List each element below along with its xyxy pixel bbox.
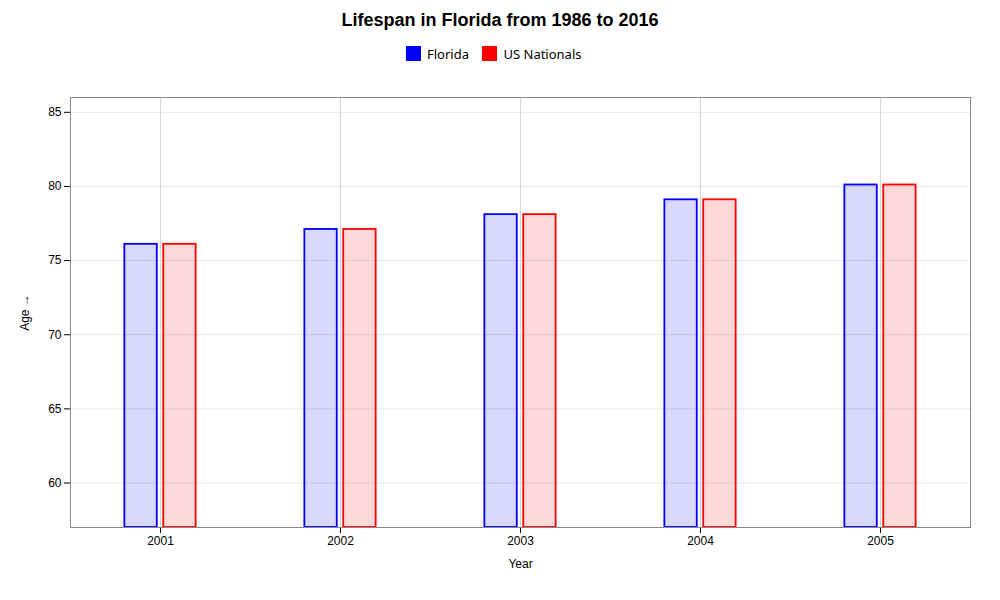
- svg-text:70: 70: [48, 327, 62, 341]
- svg-text:2005: 2005: [867, 534, 894, 548]
- svg-text:60: 60: [48, 475, 62, 489]
- svg-text:65: 65: [48, 401, 62, 415]
- svg-text:2003: 2003: [507, 534, 534, 548]
- svg-text:2004: 2004: [687, 534, 714, 548]
- html-text:US Nationals: US Nationals: [503, 44, 582, 63]
- svg-text:Year: Year: [508, 556, 532, 570]
- svg-text:80: 80: [48, 179, 62, 193]
- html-text:Florida: Florida: [427, 44, 469, 63]
- svg-text:Age →: Age →: [18, 294, 32, 331]
- svg-text:85: 85: [48, 105, 62, 119]
- html-text:Lifespan in Florida from 1986: Lifespan in Florida from 1986 to 2016: [341, 10, 659, 30]
- svg-text:2001: 2001: [147, 534, 174, 548]
- svg-text:75: 75: [48, 253, 62, 267]
- svg-text:2002: 2002: [327, 534, 354, 548]
